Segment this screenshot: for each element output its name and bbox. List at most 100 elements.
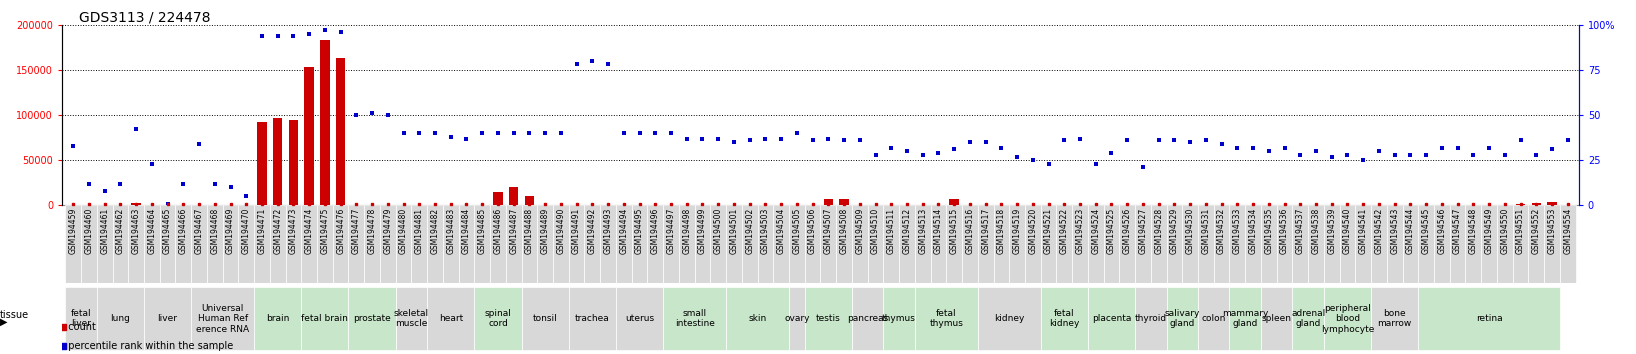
Text: GSM194493: GSM194493 (604, 208, 612, 254)
Bar (1418, 205, 1435, 283)
Text: count: count (62, 322, 97, 332)
Text: GSM194512: GSM194512 (903, 208, 911, 254)
Bar (492, 192, 502, 205)
Bar (304, 67, 314, 205)
Text: liver: liver (157, 314, 178, 323)
Text: GSM194547: GSM194547 (1453, 208, 1463, 254)
Bar (839, 199, 849, 205)
Text: GSM194516: GSM194516 (965, 208, 975, 254)
Bar (427, 287, 474, 350)
Text: GSM194499: GSM194499 (699, 208, 707, 254)
Bar (726, 287, 789, 350)
Bar (1324, 287, 1371, 350)
Text: GSM194469: GSM194469 (226, 208, 236, 254)
Bar (206, 205, 222, 283)
Text: GSM194518: GSM194518 (996, 208, 1006, 254)
Bar (883, 205, 900, 283)
Bar (993, 205, 1009, 283)
Bar (191, 287, 254, 350)
Text: GSM194485: GSM194485 (478, 208, 488, 254)
Text: GSM194501: GSM194501 (730, 208, 738, 254)
Bar (663, 205, 679, 283)
Text: ovary: ovary (784, 314, 810, 323)
Bar (1309, 205, 1324, 283)
Text: GSM194477: GSM194477 (352, 208, 362, 254)
Text: GSM194507: GSM194507 (825, 208, 833, 254)
Text: GSM194472: GSM194472 (273, 208, 281, 254)
Text: GSM194553: GSM194553 (1548, 208, 1556, 254)
Text: spinal
cord: spinal cord (484, 309, 512, 328)
Text: GSM194479: GSM194479 (383, 208, 393, 254)
Text: GSM194464: GSM194464 (147, 208, 157, 254)
Text: GSM194515: GSM194515 (949, 208, 959, 254)
Bar (522, 205, 537, 283)
Bar (978, 205, 993, 283)
Bar (978, 287, 1040, 350)
Text: GDS3113 / 224478: GDS3113 / 224478 (79, 11, 209, 25)
Bar (97, 287, 144, 350)
Bar (128, 205, 144, 283)
Text: GSM194505: GSM194505 (792, 208, 802, 254)
Bar (710, 205, 726, 283)
Bar (222, 205, 239, 283)
Text: mammary
gland: mammary gland (1222, 309, 1268, 328)
Text: GSM194511: GSM194511 (887, 208, 897, 254)
Bar (491, 205, 506, 283)
Bar (1150, 205, 1166, 283)
Text: GSM194531: GSM194531 (1201, 208, 1211, 254)
Bar (509, 187, 519, 205)
Bar (600, 205, 615, 283)
Text: GSM194549: GSM194549 (1484, 208, 1494, 254)
Text: GSM194481: GSM194481 (416, 208, 424, 254)
Text: pancreas: pancreas (847, 314, 888, 323)
Text: GSM194513: GSM194513 (918, 208, 928, 254)
Bar (82, 205, 97, 283)
Text: GSM194524: GSM194524 (1091, 208, 1101, 254)
Text: GSM194488: GSM194488 (525, 208, 533, 254)
Bar (867, 205, 883, 283)
Bar (553, 205, 569, 283)
Text: bone
marrow: bone marrow (1378, 309, 1412, 328)
Text: placenta: placenta (1091, 314, 1130, 323)
Bar (474, 287, 522, 350)
Text: GSM194545: GSM194545 (1422, 208, 1430, 254)
Bar (332, 205, 348, 283)
Text: GSM194508: GSM194508 (839, 208, 849, 254)
Bar (443, 205, 458, 283)
Bar (458, 205, 474, 283)
Bar (1324, 205, 1340, 283)
Text: Universal
Human Ref
erence RNA: Universal Human Ref erence RNA (196, 304, 249, 333)
Bar (411, 205, 427, 283)
Bar (1517, 204, 1525, 205)
Text: retina: retina (1476, 314, 1502, 323)
Text: GSM194466: GSM194466 (178, 208, 188, 254)
Bar (1135, 287, 1166, 350)
Text: spleen: spleen (1261, 314, 1292, 323)
Text: uterus: uterus (625, 314, 654, 323)
Text: GSM194497: GSM194497 (666, 208, 676, 254)
Text: GSM194468: GSM194468 (211, 208, 219, 254)
Bar (317, 205, 332, 283)
Text: GSM194475: GSM194475 (321, 208, 329, 254)
Bar (380, 205, 396, 283)
Bar (1261, 205, 1276, 283)
Bar (949, 199, 959, 205)
Text: GSM194473: GSM194473 (290, 208, 298, 254)
Text: thyroid: thyroid (1135, 314, 1166, 323)
Text: GSM194539: GSM194539 (1327, 208, 1337, 254)
Text: heart: heart (438, 314, 463, 323)
Bar (365, 205, 380, 283)
Bar (1544, 205, 1559, 283)
Bar (1449, 205, 1466, 283)
Text: kidney: kidney (995, 314, 1024, 323)
Text: GSM194498: GSM194498 (682, 208, 692, 254)
Text: adrenal
gland: adrenal gland (1291, 309, 1325, 328)
Bar (1418, 287, 1559, 350)
Bar (1531, 202, 1541, 205)
Text: tonsil: tonsil (533, 314, 558, 323)
Text: peripheral
blood
lymphocyte: peripheral blood lymphocyte (1320, 304, 1374, 333)
Bar (615, 287, 663, 350)
Text: GSM194530: GSM194530 (1186, 208, 1194, 254)
Text: GSM194551: GSM194551 (1517, 208, 1525, 254)
Text: ▶: ▶ (0, 317, 8, 327)
